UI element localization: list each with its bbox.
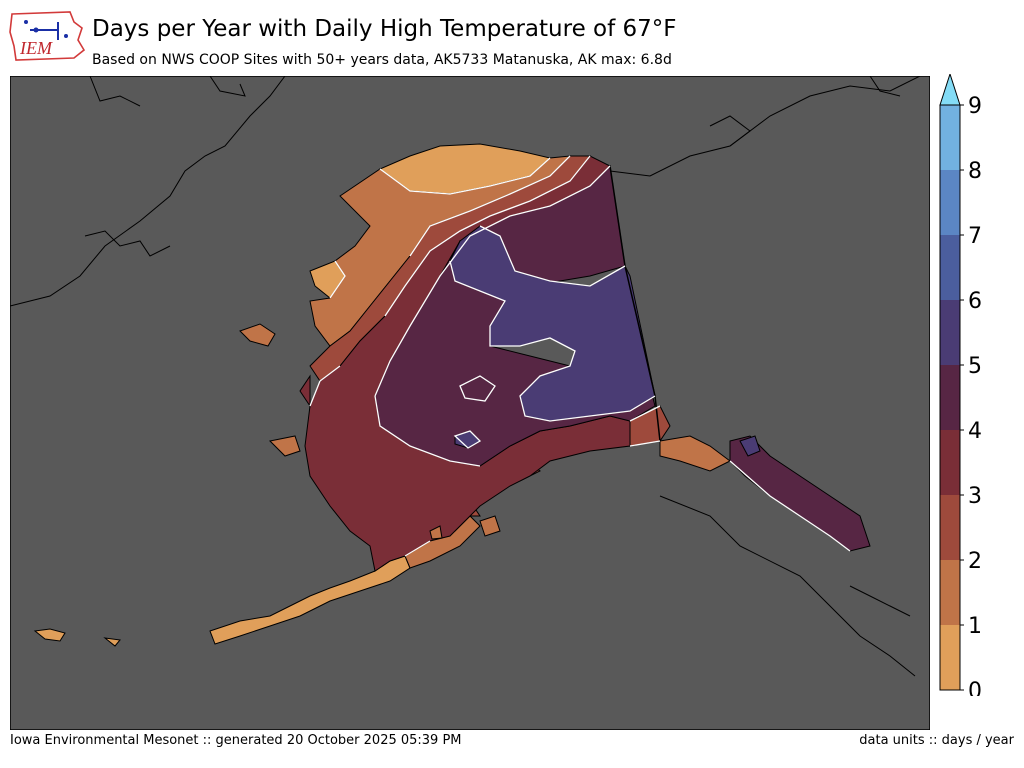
colorbar-bin-8-9	[940, 105, 960, 170]
colorbar-extend-arrow	[939, 74, 961, 106]
colorbar: 0 1 2 3 4 5 6 7 8 9	[939, 74, 982, 696]
map-title: Days per Year with Daily High Temperatur…	[92, 16, 677, 42]
colorbar-bin-2-3	[940, 495, 960, 560]
contour-lines	[309, 155, 851, 557]
alaska-map	[10, 76, 930, 730]
colorbar-tick-label: 4	[968, 419, 982, 444]
colorbar-bin-0-1	[940, 625, 960, 690]
logo-text: IEM	[19, 38, 53, 58]
colorbar-tick-label: 5	[968, 354, 982, 379]
colorbar-bin-4-5	[940, 365, 960, 430]
colorbar-tick-label: 0	[968, 679, 982, 696]
colorbar-tick-label: 1	[968, 614, 982, 639]
footer-units-text: data units :: days / year	[859, 733, 1014, 748]
iem-logo: IEM	[9, 11, 86, 61]
colorbar-bin-5-6	[940, 300, 960, 365]
colorbar-tick-label: 6	[968, 289, 982, 314]
colorbar-bin-1-2	[940, 560, 960, 625]
colorbar-bin-3-4	[940, 430, 960, 495]
alaska-canada-border	[609, 165, 661, 442]
colorbar-tick-label: 8	[968, 159, 982, 184]
colorbar-bin-6-7	[940, 235, 960, 300]
colorbar-tick-label: 7	[968, 224, 982, 249]
colorbar-tick-label: 9	[968, 94, 982, 119]
colorbar-tick-label: 3	[968, 484, 982, 509]
colorbar-bin-7-8	[940, 170, 960, 235]
colorbar-frame	[939, 104, 961, 691]
colorbar-tick-label: 2	[968, 549, 982, 574]
footer-generated-text: Iowa Environmental Mesonet :: generated …	[10, 733, 462, 748]
islands	[429, 515, 501, 540]
map-subtitle: Based on NWS COOP Sites with 50+ years d…	[92, 52, 672, 68]
surrounding-coastlines	[10, 76, 921, 677]
